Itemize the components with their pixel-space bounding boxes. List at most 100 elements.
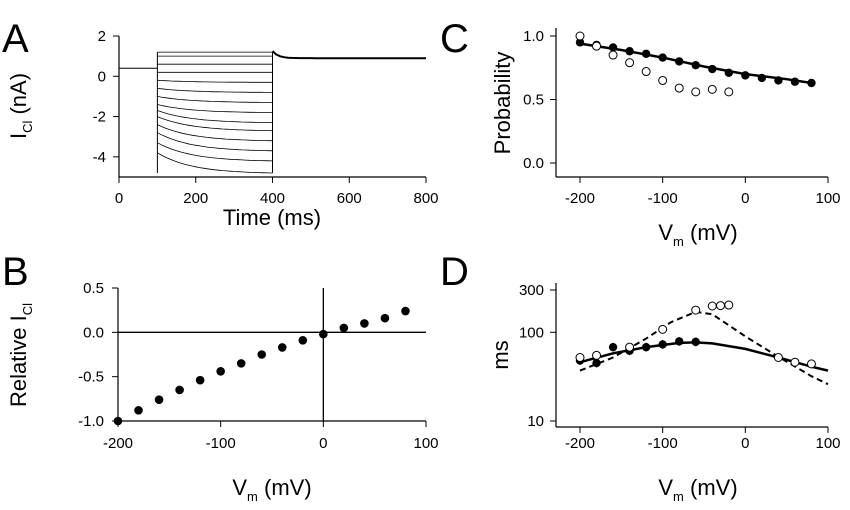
y-tick-label: 0.0	[83, 324, 104, 341]
data-point	[257, 350, 267, 359]
filled-data-point	[608, 342, 618, 352]
current-trace	[157, 116, 273, 132]
open-data-point	[641, 67, 651, 77]
open-data-point	[658, 324, 668, 334]
filled-data-point	[741, 71, 750, 80]
data-point	[195, 375, 205, 385]
open-data-point	[707, 301, 717, 311]
panel-b-iv-plot: 0.5 0.0 -0.5 -1.0 -200 -100 0 100 Vm (mV) Relativ…	[6, 280, 439, 504]
filled-data-point	[575, 38, 585, 47]
data-point	[113, 416, 123, 426]
panel-d-time-constant-plot: 300 100 10 -200 -100 0 100 Vm (mV) ms	[488, 282, 841, 504]
data-point	[236, 359, 246, 368]
filled-data-point	[757, 73, 767, 83]
filled-data-point	[608, 43, 618, 52]
x-tick-label: 600	[337, 190, 362, 207]
open-data-point	[608, 50, 618, 60]
panel-label-d: D	[440, 250, 469, 294]
y-tick-label: 1.0	[523, 28, 544, 45]
data-point	[339, 323, 349, 333]
filled-data-point	[691, 337, 700, 347]
filled-data-point	[708, 64, 717, 74]
data-point	[360, 319, 369, 328]
open-data-point	[625, 58, 635, 68]
x-tick-label: 0	[319, 435, 327, 452]
y-axis-title: Probability	[490, 52, 515, 155]
open-data-point	[592, 350, 602, 360]
panel-label-c: C	[440, 17, 469, 61]
filled-data-point	[641, 49, 651, 58]
y-tick-label: -1.0	[78, 413, 104, 430]
x-axis-title: Time (ms)	[223, 205, 321, 230]
x-tick-label: 100	[413, 435, 438, 452]
x-axis-title: Vm (mV)	[658, 475, 737, 504]
filled-data-point	[658, 340, 667, 349]
filled-data-point	[675, 337, 684, 346]
panel-label-a: A	[2, 17, 29, 61]
x-axis-title: Vm (mV)	[232, 475, 311, 504]
open-data-point	[790, 357, 800, 367]
open-data-point	[592, 41, 602, 51]
current-trace	[157, 152, 273, 174]
y-axis-title: ICl (nA)	[6, 73, 35, 139]
data-point	[298, 336, 308, 345]
x-tick-label: -100	[648, 190, 678, 207]
open-data-point	[691, 87, 701, 97]
x-tick-label: 100	[815, 435, 840, 452]
filled-data-point	[625, 47, 634, 56]
x-tick-label: 0	[115, 190, 123, 207]
current-trace	[157, 79, 273, 83]
current-trace	[157, 132, 273, 152]
filled-data-point	[724, 68, 733, 78]
data-point	[277, 343, 287, 352]
filled-data-point	[658, 53, 667, 62]
y-tick-label: 0.0	[523, 155, 544, 172]
current-trace	[157, 96, 273, 103]
panel-a-current-traces: 2 0 -2 -4 0 200 400 600 800 Time (ms) ICl (nA)	[6, 28, 439, 230]
y-tick-label: 300	[519, 282, 544, 299]
y-tick-label: -2	[93, 109, 106, 126]
y-tick-label: 0.5	[523, 92, 544, 109]
open-data-point	[575, 31, 585, 41]
filled-data-point	[774, 76, 783, 85]
open-data-point	[707, 84, 717, 94]
panel-c-probability-plot: 1.0 0.5 0.0 -200 -100 0 100 Vm (mV) Probability	[490, 28, 841, 249]
x-tick-label: 0	[741, 435, 749, 452]
current-trace	[157, 104, 273, 113]
data-point	[401, 306, 410, 316]
dashed-fit-line	[579, 310, 829, 386]
tail-current-trace	[271, 50, 426, 60]
filled-data-point	[807, 78, 816, 88]
data-point	[216, 367, 225, 376]
filled-data-point	[691, 61, 700, 70]
fit-line	[579, 42, 812, 85]
open-data-point	[658, 75, 668, 85]
x-tick-label: 800	[413, 190, 438, 207]
y-axis-title: ms	[488, 340, 513, 369]
x-tick-label: 100	[815, 190, 840, 207]
open-data-point	[575, 353, 585, 363]
data-point	[134, 406, 143, 415]
current-trace	[157, 88, 273, 93]
open-data-point	[691, 305, 701, 315]
filled-data-point	[592, 358, 601, 368]
y-tick-label: 10	[527, 413, 544, 430]
panel-label-b: B	[2, 250, 29, 294]
current-trace	[157, 124, 273, 142]
x-tick-label: -100	[206, 435, 236, 452]
data-point	[154, 395, 164, 405]
open-data-point	[716, 301, 726, 311]
x-tick-label: 0	[741, 190, 749, 207]
open-data-point	[674, 83, 684, 93]
y-tick-label: 0	[98, 68, 106, 85]
y-axis-title: Relative ICl	[6, 303, 35, 407]
open-data-point	[773, 353, 783, 363]
current-trace	[157, 142, 273, 162]
filled-data-point	[790, 77, 800, 86]
x-tick-label: -100	[648, 435, 678, 452]
x-tick-label: 200	[183, 190, 208, 207]
open-data-point	[806, 359, 816, 369]
data-point	[175, 385, 184, 395]
y-tick-label: 2	[98, 28, 106, 45]
